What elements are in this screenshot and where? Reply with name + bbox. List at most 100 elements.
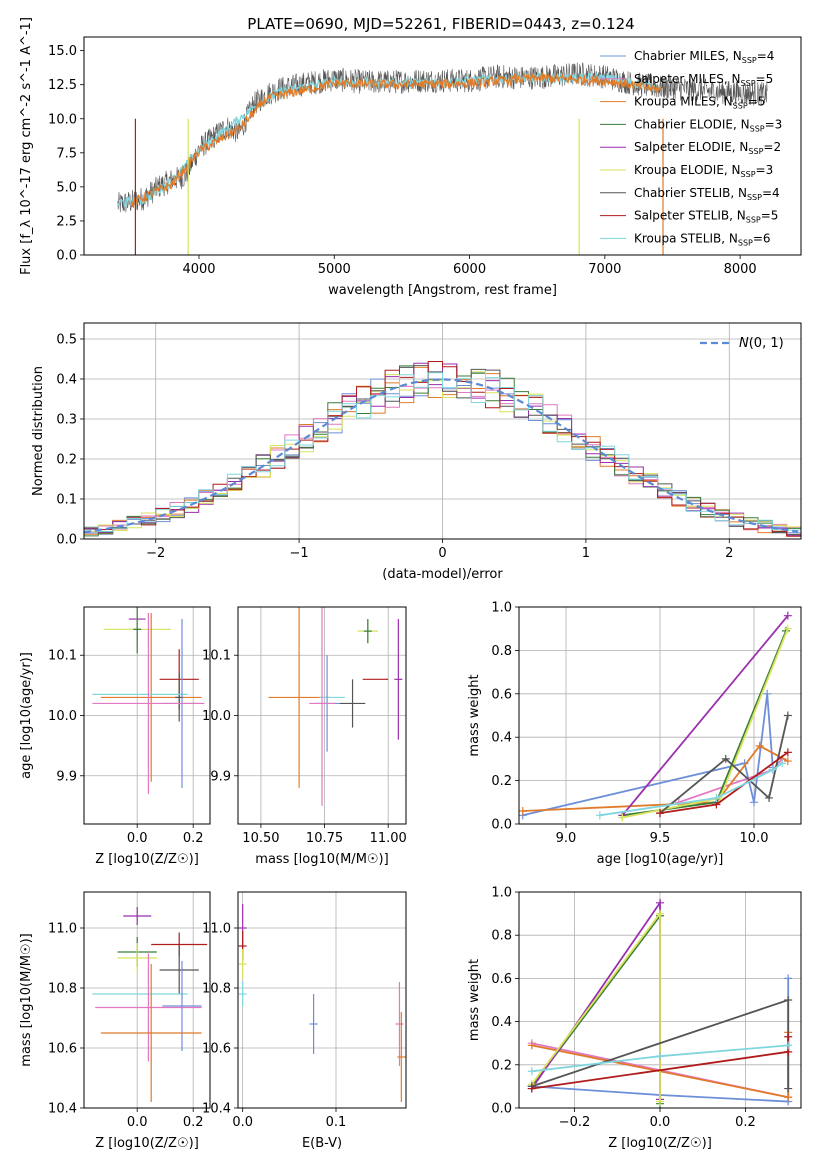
legend-value: =5	[748, 95, 766, 109]
y-axis-label: Normed distribution	[31, 366, 46, 496]
figure-title: PLATE=0690, MJD=52261, FIBERID=0443, z=0…	[247, 15, 634, 33]
weight-point	[783, 611, 792, 620]
chart-mass-vs-z: 0.0 0.2 10.4 10.6 10.8 11.0 Z [log10(Z/Z☉)] mas…	[19, 891, 211, 1151]
x-axis-label: E(B-V)	[302, 1136, 342, 1151]
chart-age-vs-z: 0.0 0.2 9.9 10.0 10.1 Z [log10(Z/Z☉)] age [log…	[19, 606, 211, 867]
weight-point	[656, 909, 664, 918]
weight-point	[784, 1093, 793, 1102]
x-tick-label: 6000	[453, 262, 486, 277]
legend-subscript: SSP	[747, 193, 762, 202]
weight-point	[656, 1052, 664, 1061]
y-tick-label: 1.0	[491, 601, 512, 616]
x-tick-label: 0.0	[232, 1115, 253, 1130]
y-tick-label: 7.5	[56, 146, 77, 161]
x-tick-label: 9.0	[556, 831, 577, 846]
axes-frame	[83, 36, 802, 256]
weight-point	[768, 765, 777, 774]
y-tick-label: 0.0	[491, 1102, 512, 1117]
plot-area	[519, 611, 792, 822]
legend-entry: Salpeter MILES, NSSP=5	[634, 72, 773, 88]
weight-point	[783, 748, 792, 757]
y-axis-label: mass [log10(M/M☉)]	[19, 933, 34, 1066]
y-tick-label: 0.2	[56, 453, 77, 468]
legend-entry: Salpeter STELIB, NSSP=5	[634, 209, 778, 225]
y-tick-label: 0.6	[491, 972, 512, 987]
weight-point	[721, 754, 730, 763]
legend-subscript: SSP	[746, 216, 761, 225]
x-tick-label: 9.5	[650, 831, 671, 846]
y-tick-label: 0.0	[56, 249, 77, 264]
weight-point	[595, 811, 604, 820]
y-tick-label: 10.8	[48, 982, 77, 997]
axes-frame	[83, 891, 211, 1109]
y-tick-label: 10.0	[48, 709, 77, 724]
weight-line	[522, 744, 789, 812]
x-tick-label: 0.0	[650, 1115, 671, 1130]
y-axis-label: age [log10(age/yr)]	[19, 652, 34, 779]
chart-weight-vs-z: −0.2 0.0 0.2 0.0 0.2 0.4 0.6 0.8 1.0 Z [log10(Z/Z…	[467, 886, 802, 1151]
y-tick-label: 10.1	[48, 649, 77, 664]
x-tick-label: 0.2	[735, 1115, 756, 1130]
legend-subscript: SSP	[733, 102, 748, 111]
legend-value: =3	[756, 163, 774, 177]
x-tick-label: 0	[438, 546, 446, 561]
weight-point	[783, 757, 792, 766]
x-tick-label: 0.2	[183, 1115, 204, 1130]
x-tick-label: 10.50	[242, 831, 279, 846]
y-tick-label: 0.0	[56, 533, 77, 548]
x-tick-label: 11.00	[370, 831, 407, 846]
x-axis-label: Z [log10(Z/Z☉)]	[95, 1136, 199, 1151]
axes-frame	[518, 891, 802, 1109]
chart-weight-vs-age: 9.0 9.5 10.0 0.0 0.2 0.4 0.6 0.8 1.0 age [log10(a…	[467, 601, 802, 867]
histogram-step	[84, 361, 801, 537]
y-tick-label: 10.4	[202, 1102, 231, 1117]
spectrum-line	[117, 62, 768, 213]
weight-point	[784, 1032, 793, 1041]
y-tick-label: 10.0	[48, 112, 77, 127]
y-tick-label: 10.8	[202, 982, 231, 997]
legend-entry: Chabrier MILES, NSSP=4	[634, 49, 774, 65]
weight-line	[599, 762, 783, 817]
x-axis-label: wavelength [Angstrom, rest frame]	[328, 283, 557, 298]
x-tick-label: −0.2	[559, 1115, 591, 1130]
y-tick-label: 0.4	[491, 731, 512, 746]
x-axis-label: age [log10(age/yr)]	[597, 852, 724, 867]
y-tick-label: 0.2	[491, 774, 512, 789]
plot-area	[268, 607, 403, 806]
x-tick-label: 0.0	[127, 1115, 148, 1130]
weight-point	[778, 759, 787, 768]
y-tick-label: 5.0	[56, 180, 77, 195]
weight-point	[784, 996, 793, 1004]
legend-value: =5	[756, 72, 774, 86]
legend-subscript: SSP	[741, 79, 756, 88]
plot-area	[84, 361, 801, 537]
legend-value: =5	[761, 209, 779, 223]
plot-area	[117, 62, 768, 255]
y-tick-label: 12.5	[48, 78, 77, 93]
x-tick-label: 8000	[724, 262, 757, 277]
axes-frame	[237, 891, 407, 1109]
plot-area	[92, 607, 205, 794]
histogram-step	[84, 372, 801, 532]
weight-point	[765, 793, 774, 802]
y-tick-label: 10.1	[202, 649, 231, 664]
legend-subscript: SSP	[748, 147, 763, 156]
x-tick-label: 1	[582, 546, 590, 561]
legend-symbol: N	[739, 336, 749, 351]
y-tick-label: 11.0	[48, 922, 77, 937]
axes-frame	[83, 606, 211, 825]
weight-point	[712, 793, 721, 802]
weight-point	[527, 1067, 536, 1076]
weight-point	[784, 1084, 793, 1093]
y-axis-label: mass weight	[467, 959, 482, 1041]
weight-point	[784, 1041, 793, 1050]
x-tick-label: 4000	[182, 262, 215, 277]
chart-spectrum: 4000 5000 6000 7000 8000 0.0 2.5 5.0 7.5 10.0 12.5…	[19, 17, 802, 298]
normal-curve	[84, 378, 799, 534]
weight-point	[618, 813, 627, 822]
y-tick-label: 10.6	[202, 1042, 231, 1057]
y-tick-label: 9.9	[210, 769, 231, 784]
chart-mass-vs-ebv: 0.0 0.1 10.4 10.6 10.8 11.0 E(B-V)	[202, 891, 407, 1151]
weight-line	[621, 615, 789, 816]
